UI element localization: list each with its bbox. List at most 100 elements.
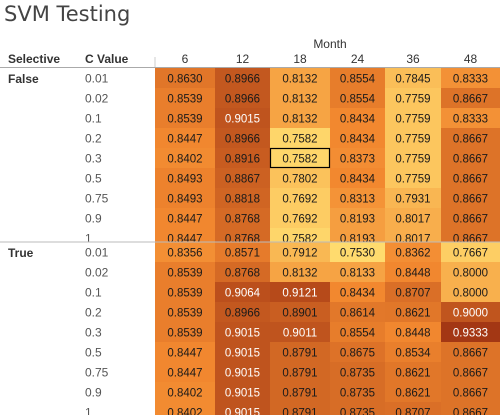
heatmap-cell[interactable]	[441, 262, 500, 283]
heatmap-cell[interactable]	[215, 242, 271, 263]
heatmap-cell[interactable]	[385, 68, 442, 89]
heatmap-cell[interactable]	[441, 282, 500, 303]
heatmap-cell[interactable]	[270, 128, 331, 149]
heatmap-cell[interactable]	[441, 188, 500, 209]
heatmap-cell[interactable]	[215, 342, 271, 363]
heatmap-cell[interactable]	[215, 168, 271, 189]
heatmap-cell[interactable]	[330, 282, 386, 303]
heatmap-cell[interactable]	[330, 322, 386, 343]
heatmap-cell[interactable]	[155, 188, 216, 209]
heatmap-cell[interactable]	[385, 342, 442, 363]
heatmap-cell[interactable]	[155, 382, 216, 403]
heatmap-cell[interactable]	[215, 402, 271, 415]
heatmap-cell[interactable]	[270, 342, 331, 363]
heatmap-cell[interactable]	[385, 208, 442, 229]
heatmap-cell[interactable]	[385, 382, 442, 403]
heatmap-cell[interactable]	[330, 402, 386, 415]
heatmap-cell[interactable]	[215, 108, 271, 129]
heatmap-cell[interactable]	[155, 402, 216, 415]
heatmap-cell[interactable]	[215, 262, 271, 283]
heatmap-cell[interactable]	[441, 88, 500, 109]
heatmap-cell[interactable]	[155, 128, 216, 149]
heatmap-cell[interactable]	[215, 128, 271, 149]
heatmap-cell[interactable]	[155, 362, 216, 383]
heatmap-cell[interactable]	[270, 108, 331, 129]
heatmap-cell[interactable]	[330, 362, 386, 383]
heatmap-cell[interactable]	[270, 262, 331, 283]
heatmap-cell[interactable]	[441, 302, 500, 323]
heatmap-cell[interactable]	[155, 108, 216, 129]
heatmap-cell[interactable]	[441, 322, 500, 343]
heatmap-cell[interactable]	[270, 322, 331, 343]
heatmap-cell[interactable]	[330, 342, 386, 363]
heatmap-cell[interactable]	[155, 302, 216, 323]
heatmap-cell[interactable]	[215, 302, 271, 323]
heatmap-cell[interactable]	[385, 402, 442, 415]
heatmap-cell[interactable]	[270, 362, 331, 383]
heatmap-cell[interactable]	[385, 108, 442, 129]
heatmap-cell[interactable]	[385, 282, 442, 303]
heatmap-cell[interactable]	[330, 242, 386, 263]
heatmap-cell[interactable]	[441, 402, 500, 415]
heatmap-cell[interactable]	[385, 322, 442, 343]
heatmap-cell[interactable]	[155, 68, 216, 89]
heatmap-cell[interactable]	[385, 88, 442, 109]
heatmap-cell[interactable]	[270, 382, 331, 403]
heatmap-cell[interactable]	[215, 68, 271, 89]
heatmap-cell[interactable]	[155, 88, 216, 109]
heatmap-cell[interactable]	[385, 168, 442, 189]
heatmap-cell[interactable]	[441, 362, 500, 383]
heatmap-cell[interactable]	[270, 242, 331, 263]
heatmap-cell[interactable]	[385, 262, 442, 283]
heatmap-cell[interactable]	[441, 148, 500, 169]
heatmap-cell[interactable]	[441, 208, 500, 229]
heatmap-cell[interactable]	[270, 302, 331, 323]
heatmap-cell[interactable]	[270, 148, 331, 169]
heatmap-cell[interactable]	[441, 342, 500, 363]
heatmap-cell[interactable]	[215, 382, 271, 403]
heatmap-cell[interactable]	[385, 242, 442, 263]
heatmap-cell[interactable]	[215, 208, 271, 229]
heatmap-cell[interactable]	[330, 302, 386, 323]
heatmap-cell[interactable]	[330, 382, 386, 403]
heatmap-cell[interactable]	[270, 208, 331, 229]
heatmap-cell[interactable]	[215, 362, 271, 383]
heatmap-cell[interactable]	[155, 282, 216, 303]
heatmap-cell[interactable]	[330, 148, 386, 169]
heatmap-cell[interactable]	[215, 148, 271, 169]
heatmap-cell[interactable]	[330, 128, 386, 149]
heatmap-cell[interactable]	[330, 168, 386, 189]
heatmap-cell[interactable]	[441, 168, 500, 189]
heatmap-cell[interactable]	[385, 362, 442, 383]
heatmap-cell[interactable]	[330, 108, 386, 129]
heatmap-cell[interactable]	[441, 68, 500, 89]
heatmap-cell[interactable]	[385, 148, 442, 169]
heatmap-cell[interactable]	[155, 322, 216, 343]
heatmap-cell[interactable]	[155, 148, 216, 169]
heatmap-cell[interactable]	[155, 208, 216, 229]
heatmap-cell[interactable]	[270, 188, 331, 209]
heatmap-cell[interactable]	[441, 128, 500, 149]
heatmap-cell[interactable]	[330, 188, 386, 209]
heatmap-cell[interactable]	[155, 342, 216, 363]
heatmap-cell[interactable]	[270, 68, 331, 89]
heatmap-cell[interactable]	[270, 402, 331, 415]
heatmap-cell[interactable]	[441, 242, 500, 263]
heatmap-cell[interactable]	[330, 208, 386, 229]
heatmap-cell[interactable]	[330, 68, 386, 89]
heatmap-cell[interactable]	[330, 88, 386, 109]
heatmap-cell[interactable]	[385, 302, 442, 323]
heatmap-cell[interactable]	[270, 168, 331, 189]
heatmap-cell[interactable]	[155, 262, 216, 283]
heatmap-cell[interactable]	[155, 168, 216, 189]
heatmap-cell[interactable]	[270, 282, 331, 303]
heatmap-cell[interactable]	[215, 282, 271, 303]
heatmap-cell[interactable]	[215, 322, 271, 343]
heatmap-cell[interactable]	[215, 88, 271, 109]
heatmap-cell[interactable]	[385, 128, 442, 149]
heatmap-cell[interactable]	[441, 382, 500, 403]
heatmap-cell[interactable]	[155, 242, 216, 263]
heatmap-cell[interactable]	[441, 108, 500, 129]
heatmap-cell[interactable]	[385, 188, 442, 209]
heatmap-cell[interactable]	[330, 262, 386, 283]
